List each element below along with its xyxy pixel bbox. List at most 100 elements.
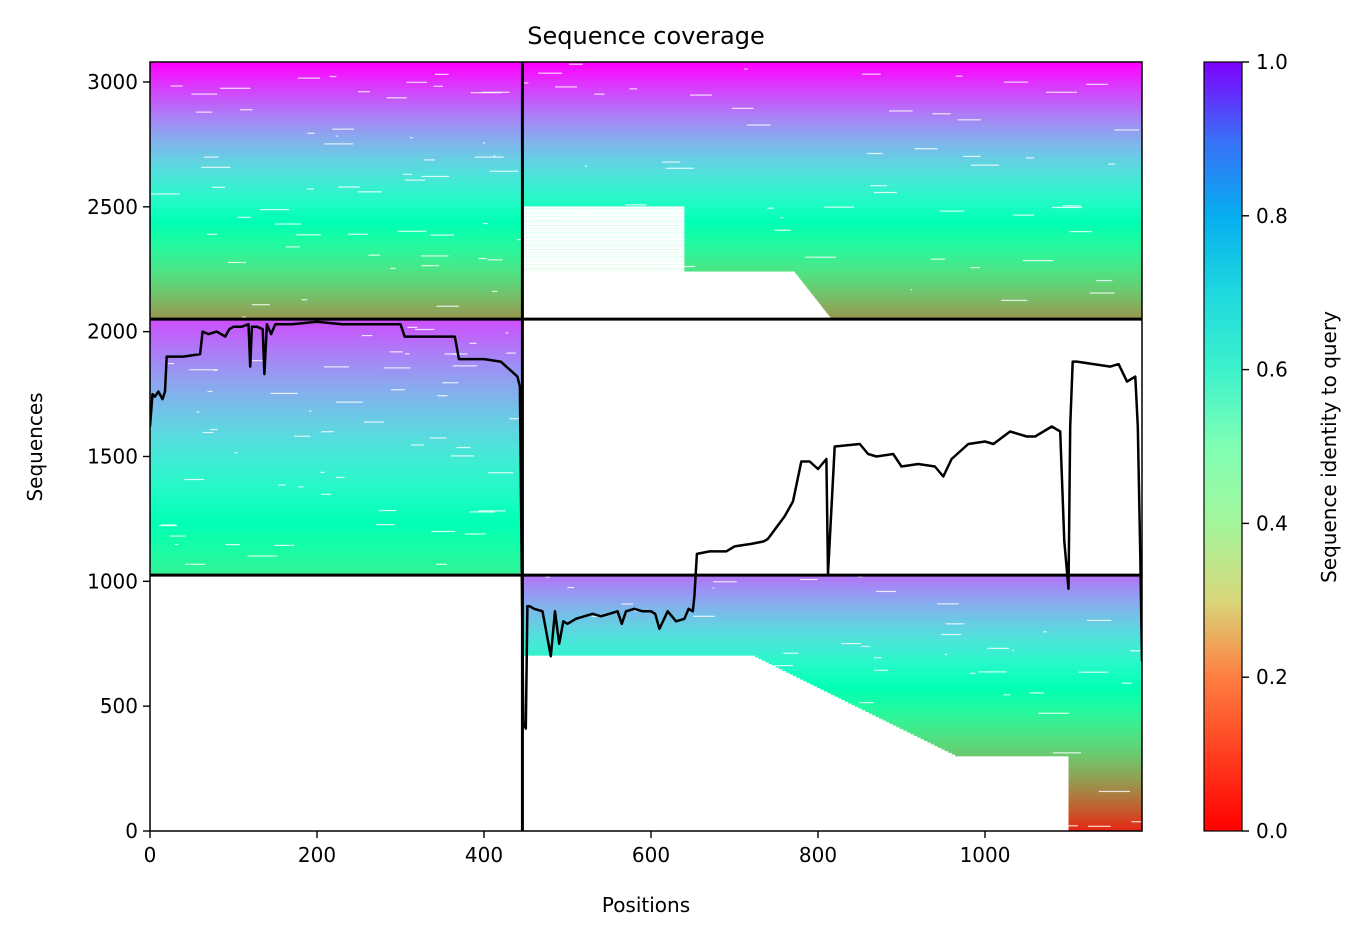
heatmap-row xyxy=(1068,769,1142,772)
heatmap-row xyxy=(522,214,1142,217)
heatmap-gap xyxy=(522,206,685,209)
heatmap-row xyxy=(522,653,1142,656)
heatmap-row xyxy=(522,629,1142,632)
heatmap-row xyxy=(150,411,523,414)
heatmap-row xyxy=(522,176,1142,179)
heatmap-row xyxy=(522,115,1142,118)
heatmap-gap xyxy=(1095,279,1113,282)
heatmap-row xyxy=(775,665,1142,668)
heatmap-row xyxy=(522,137,1142,140)
heatmap-row xyxy=(522,578,1142,581)
heatmap-gap xyxy=(669,265,696,268)
heatmap-gap xyxy=(987,647,1009,649)
heatmap-row xyxy=(522,643,1142,646)
heatmap-gap xyxy=(621,603,633,605)
heatmap-row xyxy=(150,465,523,468)
heatmap-row xyxy=(522,587,1142,590)
heatmap-row xyxy=(827,312,1142,315)
heatmap-row xyxy=(828,314,1142,317)
heatmap-row xyxy=(522,161,1142,164)
heatmap-gap xyxy=(320,471,325,473)
heatmap-gap xyxy=(285,246,300,248)
heatmap-row xyxy=(150,274,523,277)
heatmap-row xyxy=(522,101,1142,104)
heatmap-row xyxy=(1068,819,1142,822)
x-tick-label: 200 xyxy=(298,843,336,867)
heatmap-row xyxy=(782,668,1142,672)
heatmap-row xyxy=(837,696,1142,699)
heatmap-gap xyxy=(522,247,685,250)
heatmap-row xyxy=(522,111,1142,114)
heatmap-row xyxy=(522,260,1142,263)
heatmap-gap xyxy=(404,353,410,355)
heatmap-gap xyxy=(522,269,685,272)
heatmap-row xyxy=(150,63,523,66)
heatmap-row xyxy=(522,219,1142,222)
heatmap-row xyxy=(150,452,523,455)
heatmap-row xyxy=(522,62,1142,65)
heatmap-row xyxy=(150,125,523,128)
heatmap-row xyxy=(150,248,523,251)
heatmap-row xyxy=(522,228,1142,231)
heatmap-row xyxy=(522,269,1142,272)
heatmap-row xyxy=(522,147,1142,150)
heatmap-row xyxy=(522,92,1142,95)
heatmap-gap xyxy=(404,179,426,181)
heatmap-row xyxy=(150,281,523,284)
heatmap-row xyxy=(150,414,523,417)
heatmap-row xyxy=(910,732,1142,735)
heatmap-row xyxy=(827,691,1142,694)
heatmap-row xyxy=(1068,761,1142,764)
heatmap-gap xyxy=(522,238,685,241)
heatmap-gap xyxy=(1026,157,1035,159)
heatmap-row xyxy=(522,185,1142,188)
plot-frame xyxy=(149,61,1143,832)
heatmap-gap xyxy=(456,446,471,449)
heatmap-gap xyxy=(522,211,685,214)
heatmap-row xyxy=(150,82,523,85)
heatmap-gap xyxy=(450,455,475,457)
heatmap-gap xyxy=(363,421,384,423)
heatmap-row xyxy=(150,166,523,169)
heatmap-row xyxy=(150,433,523,436)
heatmap-row xyxy=(522,624,1142,627)
heatmap-row xyxy=(522,650,1142,653)
heatmap-row xyxy=(1068,803,1142,806)
heatmap-gap xyxy=(210,428,218,431)
heatmap-row xyxy=(792,674,1142,677)
heatmap-gap xyxy=(585,661,593,664)
heatmap-gap xyxy=(1087,825,1111,827)
heatmap-row xyxy=(150,457,523,460)
heatmap-row xyxy=(150,96,523,99)
heatmap-gap xyxy=(702,749,706,751)
heatmap-gap xyxy=(151,193,180,195)
heatmap-row xyxy=(150,259,523,262)
heatmap-gap xyxy=(522,254,685,257)
heatmap-gap xyxy=(521,299,529,301)
heatmap-gap xyxy=(594,93,605,95)
heatmap-gap xyxy=(403,173,413,175)
heatmap-row xyxy=(522,192,1142,195)
heatmap-row xyxy=(522,98,1142,101)
heatmap-row xyxy=(820,687,1142,690)
heatmap-row xyxy=(150,183,523,186)
heatmap-gap xyxy=(629,88,638,90)
heatmap-row xyxy=(1068,801,1142,805)
heatmap-row xyxy=(1068,766,1142,769)
heatmap-row xyxy=(522,262,1142,265)
heatmap-row xyxy=(150,430,523,433)
heatmap-row xyxy=(150,520,523,523)
heatmap-row xyxy=(150,180,523,183)
heatmap-row xyxy=(844,699,1142,702)
heatmap-row xyxy=(150,252,523,255)
heatmap-row xyxy=(522,641,1142,644)
heatmap-row xyxy=(522,170,1142,173)
heatmap-row xyxy=(150,255,523,258)
heatmap-gap xyxy=(378,509,397,512)
heatmap-gap xyxy=(433,85,443,87)
heatmap-row xyxy=(150,212,523,215)
heatmap-row xyxy=(522,233,1142,236)
heatmap-row xyxy=(150,353,523,356)
heatmap-gap xyxy=(376,523,395,526)
heatmap-row xyxy=(150,175,523,178)
